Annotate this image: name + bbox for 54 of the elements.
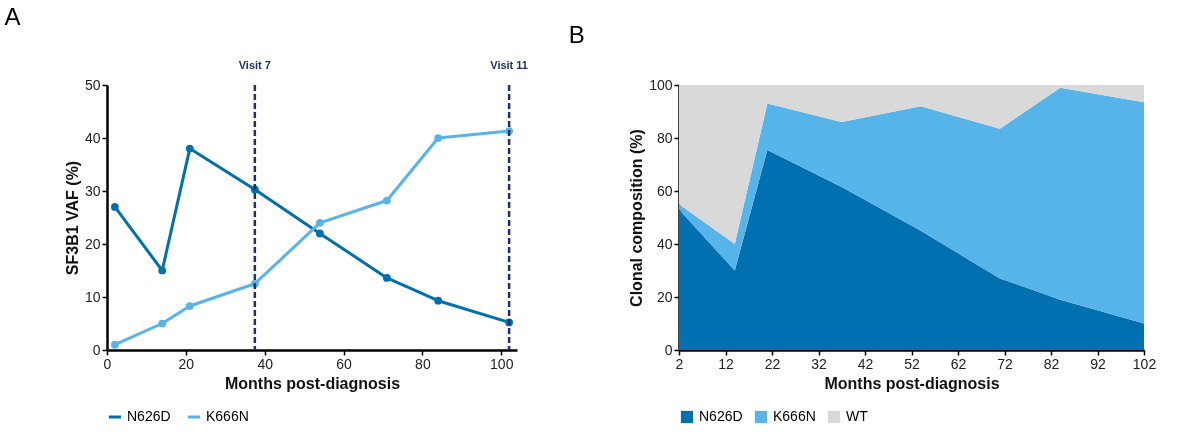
point	[316, 218, 324, 227]
y-tick-label: 100	[649, 76, 673, 93]
chart-title: A	[4, 3, 21, 30]
x-tick-label: 82	[1043, 355, 1060, 372]
y-tick-label: 20	[656, 288, 673, 305]
x-tick-label: 0	[103, 355, 112, 372]
x-tick-label: 100	[490, 355, 514, 372]
y-tick-label: 80	[656, 129, 673, 146]
x-tick-label: 32	[811, 355, 827, 372]
x-tick-label: 52	[904, 355, 920, 372]
x-tick-label: 72	[997, 355, 1013, 372]
y-tick-label: 0	[664, 341, 673, 358]
y-axis-title: SF3B1 VAF (%)	[63, 160, 81, 276]
x-tick-label: 102	[1132, 355, 1157, 372]
y-tick-label: 10	[84, 288, 101, 305]
point	[158, 319, 167, 328]
y-tick-label: 40	[84, 129, 101, 146]
point	[383, 274, 391, 282]
x-axis-title: Months post-diagnosis	[224, 374, 401, 392]
legend-label: K666N	[206, 408, 249, 424]
x-tick-label: 40	[257, 355, 274, 372]
x-tick-label: 80	[415, 355, 431, 372]
x-tick-label: 92	[1090, 355, 1106, 372]
point	[111, 203, 119, 211]
point	[383, 196, 391, 205]
legend-label: N626D	[699, 408, 743, 424]
point	[316, 229, 324, 238]
y-tick-label: 20	[84, 235, 101, 252]
x-tick-label: 42	[857, 355, 874, 372]
y-tick-label: 50	[84, 76, 101, 93]
x-tick-label: 20	[178, 355, 195, 372]
point	[185, 302, 194, 310]
point	[185, 144, 194, 153]
legend-label: N626D	[127, 408, 171, 424]
chart-title: B	[568, 21, 585, 48]
y-tick-label: 30	[84, 182, 101, 199]
y-axis-title: Clonal composition (%)	[628, 129, 646, 307]
legend-label: K666N	[773, 408, 816, 424]
ref-line-label: Visit 11	[490, 59, 528, 71]
y-tick-label: 0	[92, 341, 101, 358]
x-axis-title: Months post-diagnosis	[824, 374, 1000, 392]
x-tick-label: 60	[336, 355, 353, 372]
x-tick-label: 2	[675, 355, 684, 372]
point	[434, 296, 443, 305]
y-tick-label: 60	[656, 182, 673, 199]
x-tick-label: 12	[718, 355, 734, 372]
ref-line-label: Visit 7	[238, 59, 271, 71]
y-tick-label: 40	[656, 235, 673, 252]
legend-label: WT	[846, 408, 869, 424]
x-tick-label: 62	[950, 355, 967, 372]
point	[434, 134, 443, 142]
point	[111, 340, 119, 349]
point	[158, 266, 167, 275]
x-tick-label: 22	[764, 355, 781, 372]
